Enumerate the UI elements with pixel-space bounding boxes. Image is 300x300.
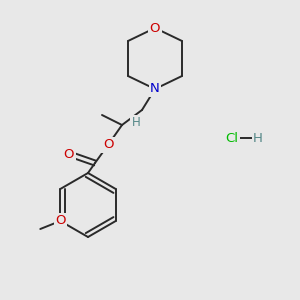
Text: O: O [150,22,160,34]
Text: O: O [103,139,113,152]
Text: N: N [150,82,160,95]
Text: H: H [132,116,140,130]
Text: O: O [64,148,74,160]
Text: Cl: Cl [226,131,238,145]
Text: O: O [55,214,65,227]
Text: H: H [253,131,263,145]
